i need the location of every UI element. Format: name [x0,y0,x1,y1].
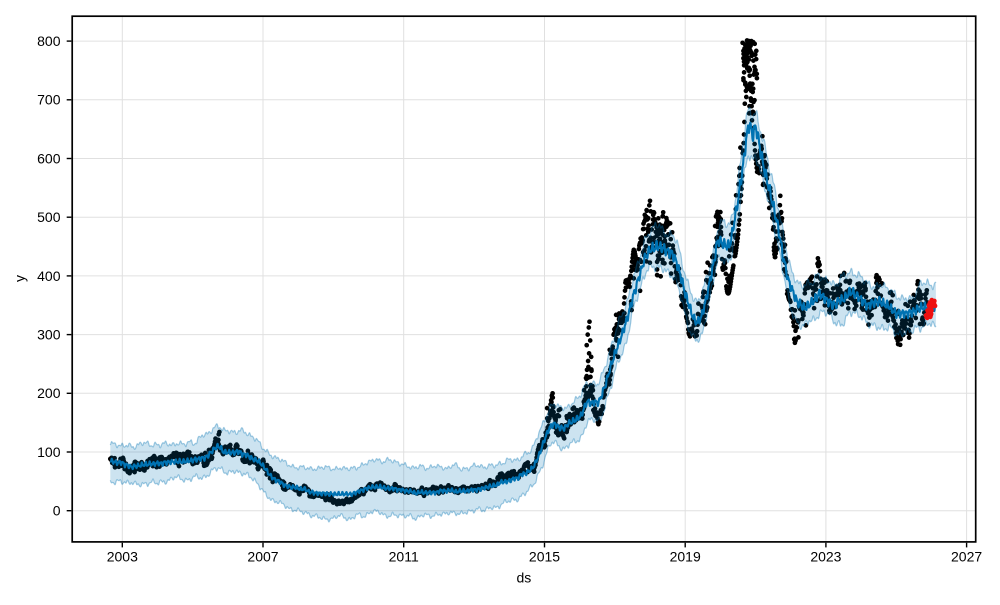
svg-text:0: 0 [53,503,61,519]
svg-text:2003: 2003 [107,549,138,565]
svg-text:200: 200 [37,385,61,401]
svg-text:800: 800 [37,33,61,49]
svg-text:600: 600 [37,150,61,166]
svg-text:2015: 2015 [529,549,560,565]
svg-text:2007: 2007 [247,549,278,565]
svg-text:2019: 2019 [670,549,701,565]
svg-text:400: 400 [37,268,61,284]
svg-text:100: 100 [37,444,61,460]
svg-text:700: 700 [37,92,61,108]
svg-text:2011: 2011 [389,549,419,565]
svg-text:y: y [11,275,27,282]
svg-text:2023: 2023 [810,549,841,565]
svg-text:ds: ds [517,569,532,585]
svg-text:300: 300 [37,327,61,343]
svg-text:2027: 2027 [951,549,982,565]
svg-text:500: 500 [37,209,61,225]
